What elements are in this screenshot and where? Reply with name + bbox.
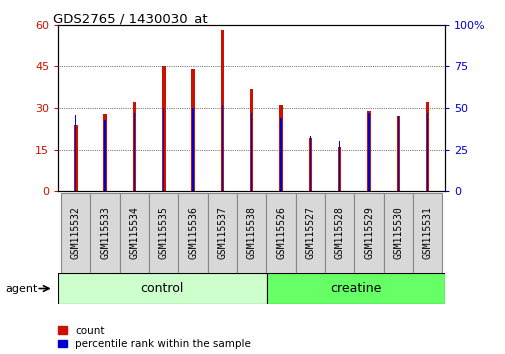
Bar: [192, 108, 193, 191]
Bar: [250, 113, 252, 191]
Bar: [58, 273, 266, 304]
Text: agent: agent: [5, 284, 37, 293]
Text: GSM115532: GSM115532: [71, 206, 81, 259]
Bar: [237, 193, 266, 273]
Bar: [368, 113, 369, 191]
Bar: [191, 69, 194, 191]
Text: GSM115527: GSM115527: [305, 206, 315, 259]
Bar: [266, 193, 295, 273]
Text: creatine: creatine: [330, 282, 381, 295]
Bar: [309, 136, 311, 191]
Bar: [61, 193, 90, 273]
Bar: [354, 193, 383, 273]
Bar: [249, 88, 253, 191]
Text: GSM115534: GSM115534: [129, 206, 139, 259]
Bar: [295, 193, 324, 273]
Bar: [103, 114, 107, 191]
Text: GSM115535: GSM115535: [159, 206, 169, 259]
Bar: [104, 120, 106, 191]
Text: GSM115528: GSM115528: [334, 206, 344, 259]
Legend: count, percentile rank within the sample: count, percentile rank within the sample: [58, 326, 250, 349]
Text: GSM115533: GSM115533: [100, 206, 110, 259]
Bar: [133, 113, 135, 191]
Bar: [396, 116, 399, 191]
Text: GSM115536: GSM115536: [188, 206, 197, 259]
Bar: [208, 193, 237, 273]
Bar: [308, 138, 312, 191]
Bar: [132, 102, 136, 191]
Text: GSM115537: GSM115537: [217, 206, 227, 259]
Text: GSM115530: GSM115530: [392, 206, 402, 259]
Bar: [149, 193, 178, 273]
Bar: [397, 116, 398, 191]
Bar: [266, 273, 444, 304]
Bar: [383, 193, 412, 273]
Bar: [324, 193, 353, 273]
Bar: [412, 193, 441, 273]
Bar: [337, 147, 341, 191]
Bar: [280, 118, 281, 191]
Text: GSM115529: GSM115529: [363, 206, 373, 259]
Text: GSM115531: GSM115531: [422, 206, 432, 259]
Bar: [120, 193, 149, 273]
Bar: [75, 115, 76, 191]
Bar: [338, 141, 340, 191]
Bar: [426, 113, 428, 191]
Bar: [74, 125, 77, 191]
Bar: [221, 105, 223, 191]
Text: GSM115526: GSM115526: [276, 206, 285, 259]
Text: GDS2765 / 1430030_at: GDS2765 / 1430030_at: [53, 12, 208, 25]
Bar: [162, 66, 165, 191]
Bar: [367, 111, 370, 191]
Bar: [163, 108, 164, 191]
Bar: [178, 193, 208, 273]
Bar: [279, 105, 282, 191]
Text: GSM115538: GSM115538: [246, 206, 256, 259]
Bar: [425, 102, 429, 191]
Bar: [220, 30, 224, 191]
Text: control: control: [140, 282, 184, 295]
Bar: [90, 193, 120, 273]
